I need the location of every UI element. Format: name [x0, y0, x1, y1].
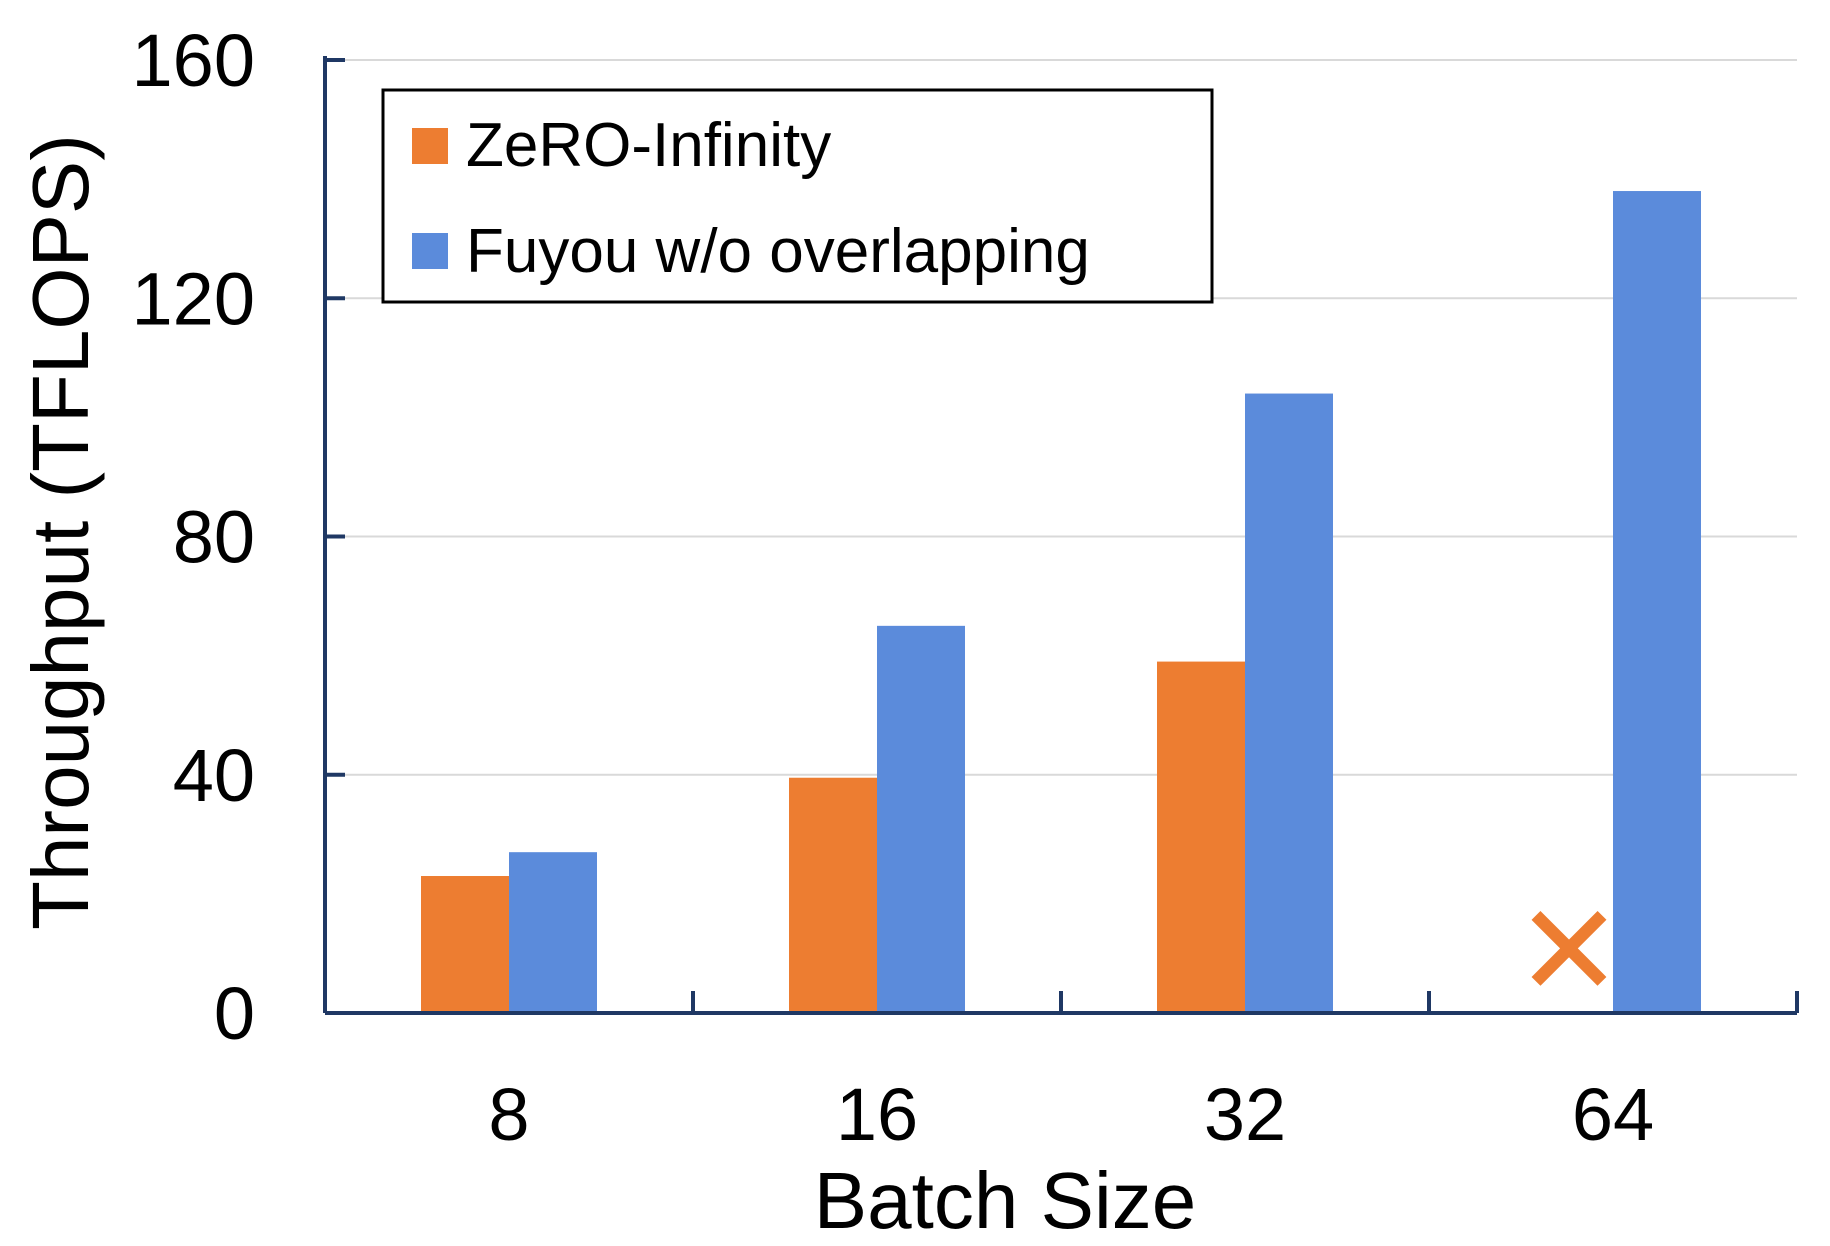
legend: ZeRO-Infinity Fuyou w/o overlapping: [381, 88, 1214, 304]
markers: ✕: [1515, 877, 1622, 1026]
x-tick-label-64: 64: [1572, 1073, 1654, 1156]
legend-swatch-fuyou: [412, 233, 448, 269]
bar-fuyou-w-o-overlapping-8: [509, 852, 597, 1013]
x-axis-title: Batch Size: [814, 1156, 1196, 1245]
bar-fuyou-w-o-overlapping-16: [877, 625, 965, 1013]
bar-fuyou-w-o-overlapping-32: [1245, 393, 1333, 1013]
bar-fuyou-w-o-overlapping-64: [1613, 191, 1701, 1014]
tick-labels: 0 40 80 120 160 8 16 32 64: [132, 19, 1655, 1156]
x-tick-label-32: 32: [1204, 1073, 1286, 1156]
legend-label-zero-infinity: ZeRO-Infinity: [466, 111, 831, 180]
bar-zero-infinity-32: [1157, 661, 1245, 1013]
y-tick-label-160: 160: [132, 19, 255, 102]
y-tick-label-80: 80: [173, 496, 255, 579]
y-tick-label-40: 40: [173, 734, 255, 817]
y-tick-label-120: 120: [132, 257, 255, 340]
x-tick-label-16: 16: [836, 1073, 918, 1156]
y-axis-title: Throughput (TFLOPS): [16, 134, 105, 930]
bar-zero-infinity-16: [789, 777, 877, 1013]
missing-marker-zero-infinity-64: ✕: [1515, 877, 1622, 1026]
legend-frame: [381, 88, 1214, 304]
legend-label-fuyou: Fuyou w/o overlapping: [466, 217, 1090, 286]
axes: [323, 56, 1799, 1015]
y-tick-label-0: 0: [214, 972, 255, 1055]
legend-swatch-zero-infinity: [412, 128, 448, 164]
bar-zero-infinity-8: [421, 876, 509, 1013]
bars: [421, 191, 1701, 1014]
x-tick-label-8: 8: [488, 1073, 529, 1156]
